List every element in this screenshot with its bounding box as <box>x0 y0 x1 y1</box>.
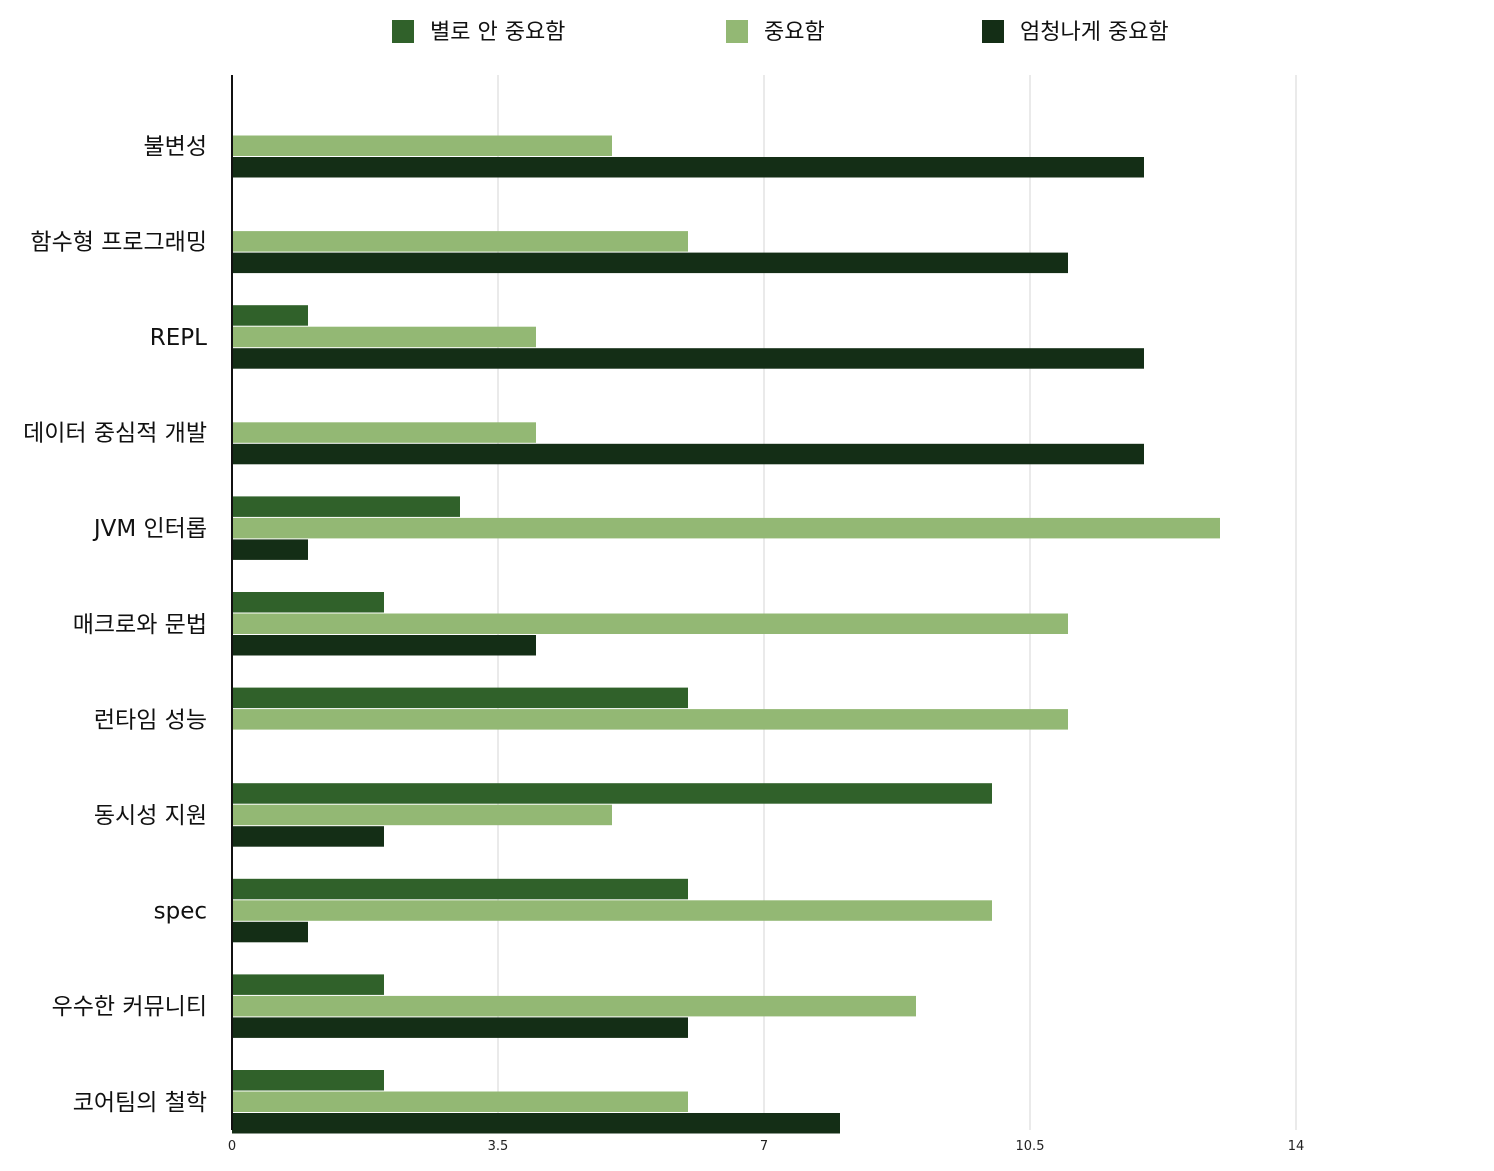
category-label: spec <box>154 899 207 925</box>
bar <box>232 804 612 826</box>
legend-swatch <box>392 20 414 43</box>
bar <box>232 687 688 709</box>
x-tick-label: 0 <box>228 1139 236 1154</box>
bar <box>232 539 308 560</box>
bar <box>232 974 384 995</box>
bar <box>232 783 992 804</box>
legend-label: 중요함 <box>764 20 825 45</box>
category-label: 런타임 성능 <box>94 707 207 733</box>
category-label: 우수한 커뮤니티 <box>52 994 207 1020</box>
bar <box>232 443 1144 465</box>
bar <box>232 613 1068 634</box>
bar <box>232 348 1144 369</box>
bar <box>232 326 536 348</box>
category-label: 데이터 중심적 개발 <box>23 421 207 447</box>
category-label: JVM 인터롭 <box>92 516 207 542</box>
category-label: 매크로와 문법 <box>73 612 207 638</box>
bar <box>232 592 384 613</box>
category-label: 코어팀의 철학 <box>73 1090 207 1116</box>
x-tick-label: 3.5 <box>488 1139 509 1154</box>
legend: 별로 안 중요함 중요함 엄청나게 중요함 <box>392 20 1169 45</box>
bar <box>232 878 688 900</box>
bar <box>232 900 992 921</box>
bar <box>232 231 688 252</box>
bar <box>232 496 460 517</box>
category-label: 함수형 프로그래밍 <box>30 229 207 255</box>
bar <box>232 517 1220 539</box>
bar <box>232 422 536 443</box>
legend-label: 엄청나게 중요함 <box>1020 20 1169 45</box>
x-tick-label: 10.5 <box>1016 1139 1045 1154</box>
bar <box>232 826 384 847</box>
legend-swatch <box>726 20 748 43</box>
category-label: 불변성 <box>144 134 207 160</box>
x-tick-labels: 0 3.5 7 10.5 14 <box>228 1139 1304 1154</box>
bar <box>232 157 1144 178</box>
bars <box>232 135 1220 1134</box>
category-label: 동시성 지원 <box>94 803 207 829</box>
bar <box>232 1113 840 1134</box>
bar <box>232 1017 688 1038</box>
bar <box>232 1091 688 1112</box>
bar <box>232 995 916 1017</box>
bar <box>232 252 1068 274</box>
bar <box>232 635 536 656</box>
bar <box>232 135 612 156</box>
bar <box>232 1070 384 1091</box>
grid-lines <box>497 75 1297 1130</box>
legend-swatch <box>982 20 1004 43</box>
bar <box>232 921 308 943</box>
bar <box>232 709 1068 730</box>
x-tick-label: 14 <box>1288 1139 1305 1154</box>
bar <box>232 305 308 326</box>
x-tick-label: 7 <box>760 1139 768 1154</box>
category-label: REPL <box>150 325 207 351</box>
legend-label: 별로 안 중요함 <box>430 20 565 45</box>
